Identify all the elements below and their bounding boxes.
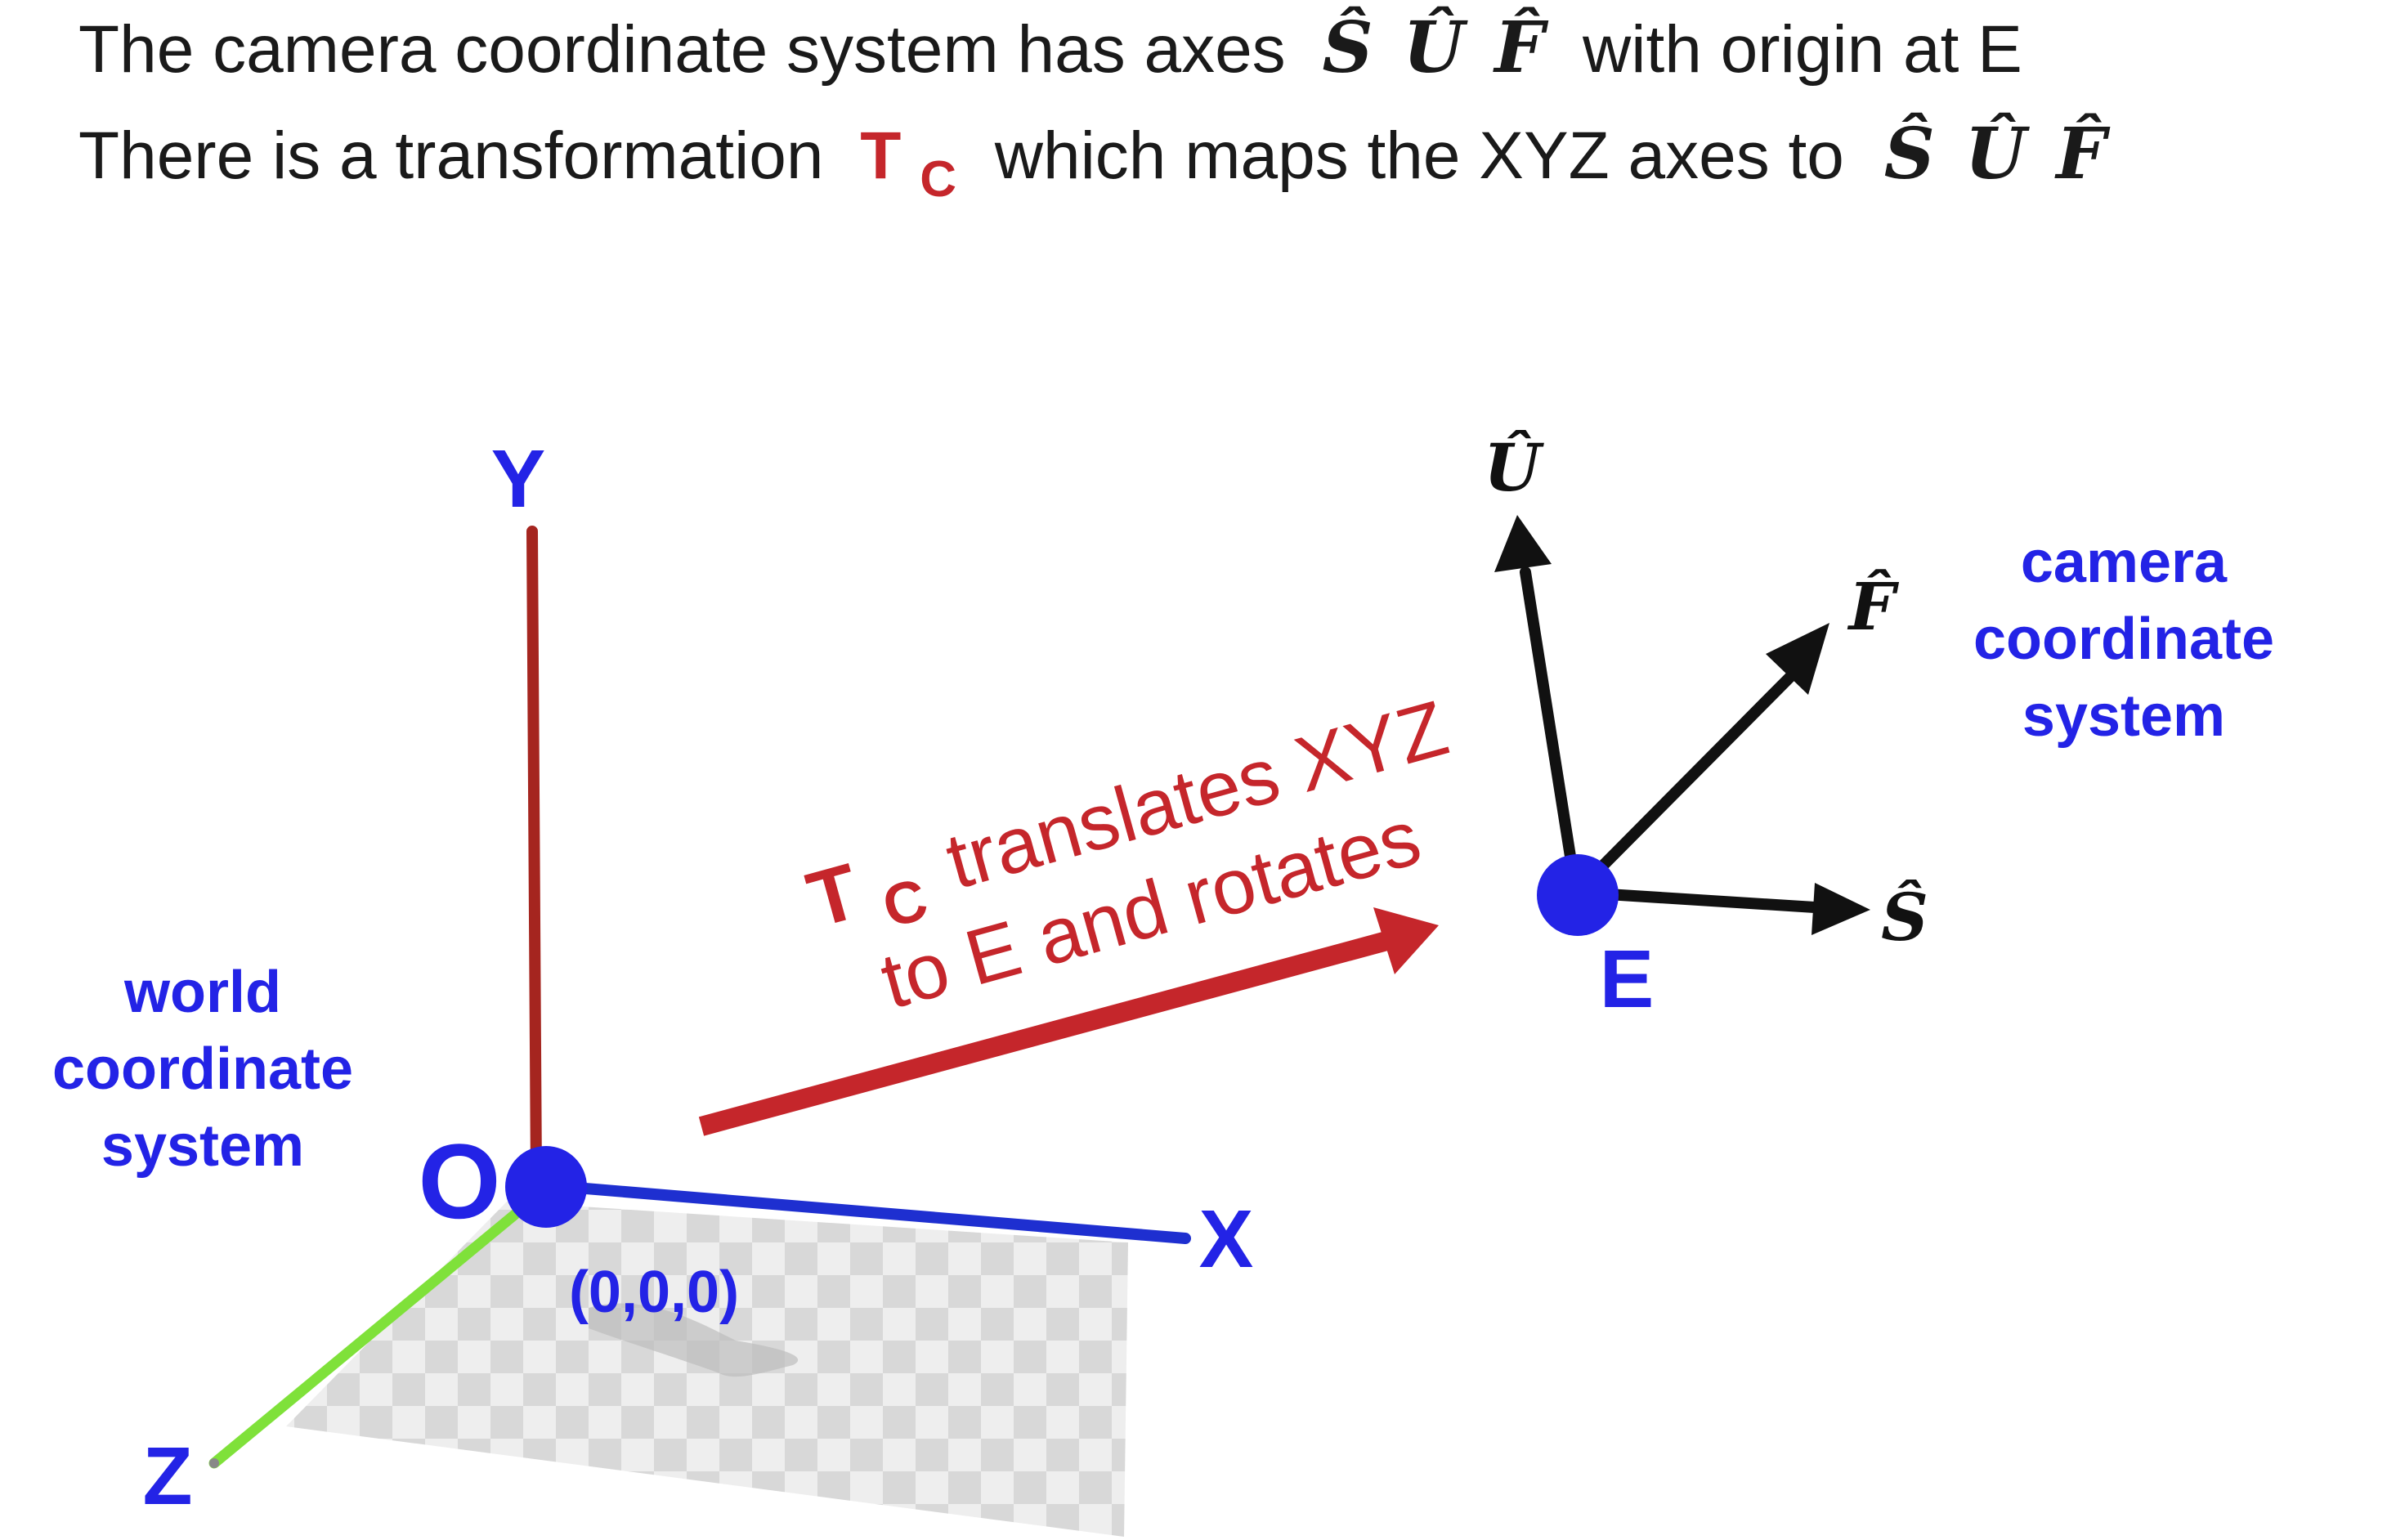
camera-label-line-3: system: [2022, 683, 2225, 749]
z-axis-end: [209, 1458, 219, 1468]
camera-s-axis-head: [1812, 883, 1870, 935]
world-label-line-3: system: [101, 1113, 304, 1179]
header-line-1-axis-u: Û: [1403, 7, 1468, 89]
header-line-2-before: There is a transformation: [78, 119, 824, 193]
world-origin-label: O: [418, 1121, 500, 1241]
camera-f-axis-line: [1576, 671, 1796, 893]
camera-s-axis-line: [1576, 887, 1820, 913]
axis-label-z: Z: [142, 1430, 192, 1522]
transform-arrow: [698, 907, 1439, 1136]
camera-origin-dot: [1537, 854, 1619, 936]
axis-label-x: X: [1199, 1193, 1254, 1285]
header: The camera coordinate system has axes Ŝ …: [78, 7, 2111, 211]
header-line-2-axis-s: Ŝ: [1884, 113, 1935, 195]
checker-floor: [286, 1202, 1128, 1537]
z-axis-line: [208, 1192, 541, 1469]
camera-axis-label-f: F̂: [1847, 567, 1900, 645]
ground-plane: [286, 1202, 1128, 1537]
world-label-line-2: coordinate: [52, 1036, 353, 1102]
y-axis-line: [526, 526, 542, 1183]
world-label-line-1: world: [123, 960, 281, 1025]
x-axis-line: [540, 1180, 1191, 1244]
header-line-1-axis-f: F̂: [1492, 7, 1549, 89]
header-line-1-before: The camera coordinate system has axes: [78, 12, 1286, 87]
camera-axis-label-s: Ŝ: [1881, 879, 1928, 956]
camera-origin-label: E: [1600, 933, 1655, 1025]
floor-shadow: [589, 1303, 799, 1377]
camera-label-line-1: camera: [2021, 530, 2228, 595]
header-line-1-after: with origin at E: [1582, 12, 2022, 87]
camera-label-line-2: coordinate: [1973, 607, 2274, 672]
transform-label: T C translates XYZ to E and rotates: [799, 684, 1457, 1026]
transform-t-symbol: T: [799, 847, 868, 944]
header-line-2-axis-u: Û: [1965, 113, 2031, 195]
header-line-2: There is a transformation T C which maps…: [78, 113, 2111, 211]
camera-axis-label-u: Û: [1484, 429, 1544, 506]
camera-u-axis-head: [1494, 515, 1552, 572]
header-t-subscript: C: [920, 151, 956, 208]
transform-arrow-shaft: [698, 930, 1393, 1136]
world-axes: [208, 526, 1191, 1469]
camera-u-axis-line: [1520, 566, 1582, 898]
header-t-symbol: T: [860, 119, 901, 193]
world-origin-coords: (0,0,0): [569, 1260, 739, 1325]
world-origin-dot: [505, 1146, 587, 1228]
header-line-1-axis-s: Ŝ: [1322, 7, 1373, 89]
world-labels: Y X Z O (0,0,0) world coordinate system: [52, 433, 1253, 1522]
camera-axes: [1494, 515, 1870, 936]
header-line-1: The camera coordinate system has axes Ŝ …: [78, 7, 2022, 89]
header-line-2-middle: which maps the XYZ axes to: [994, 119, 1844, 193]
camera-labels: Û F̂ Ŝ E camera coordinate system: [1484, 429, 2274, 1025]
transform-arrow-head: [1373, 907, 1439, 974]
axis-label-y: Y: [491, 433, 546, 525]
camera-f-axis-head: [1766, 623, 1829, 695]
header-line-2-axis-f: F̂: [2053, 113, 2111, 195]
